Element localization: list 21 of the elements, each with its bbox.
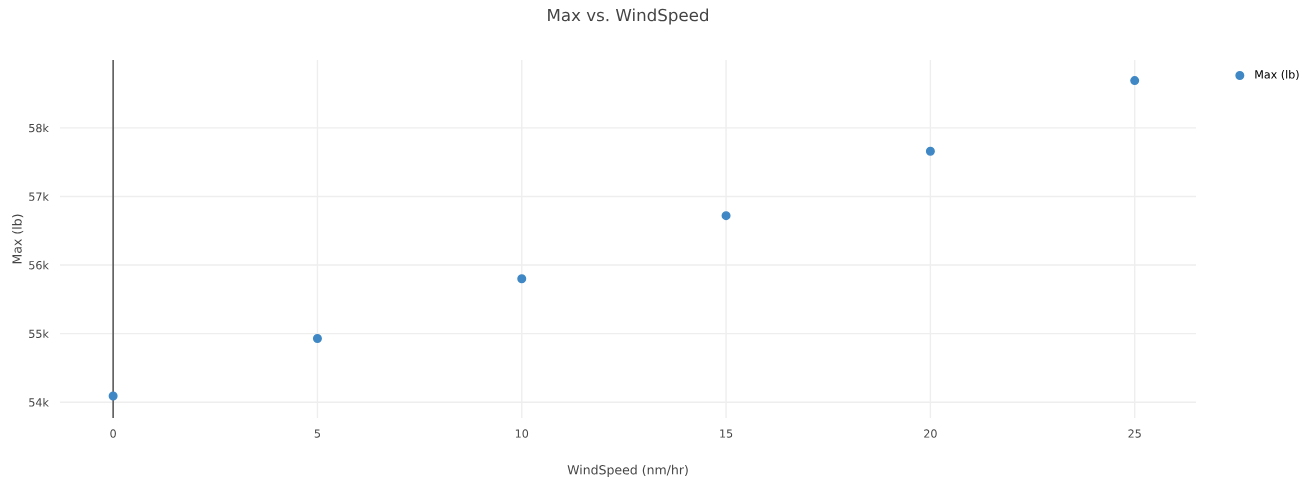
y-tick-label: 57k	[29, 192, 49, 201]
x-tick-label: 0	[110, 429, 116, 438]
y-tick-label: 55k	[29, 329, 49, 339]
point	[925, 146, 935, 156]
x-tick-label: 15	[720, 429, 733, 438]
point	[108, 391, 118, 401]
x-axis-title: WindSpeed (nm/hr)	[567, 464, 688, 477]
y-axis-title: Max (lb)	[12, 214, 24, 264]
point	[312, 333, 322, 343]
y-tick-label: 56k	[29, 260, 49, 270]
x-tick-label: 25	[1128, 429, 1141, 438]
x-tick-label: 10	[515, 429, 529, 438]
legend-label: Max (lb)	[1255, 70, 1299, 80]
point	[517, 274, 527, 284]
point	[1130, 76, 1140, 86]
x-tick-label: 5	[314, 429, 320, 438]
x-tick-label: 20	[924, 429, 937, 438]
point	[721, 211, 731, 221]
chart-title: Max vs. WindSpeed	[548, 8, 708, 25]
y-tick-label: 58k	[29, 123, 49, 133]
y-tick-label: 54k	[29, 398, 49, 407]
